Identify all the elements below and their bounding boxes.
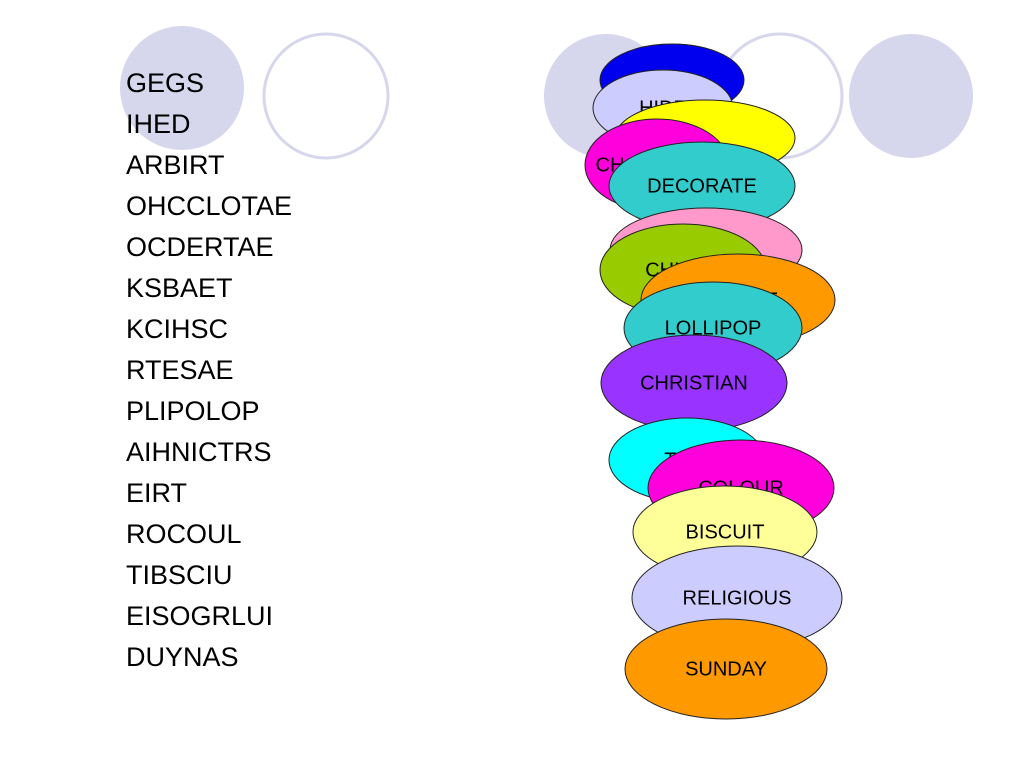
- scrambled-word: EISOGRLUI: [126, 601, 273, 631]
- oval-label: BISCUIT: [686, 521, 765, 543]
- deco-circle: [262, 32, 390, 160]
- scrambled-word: RTESAE: [126, 355, 234, 385]
- oval-label: SUNDAY: [685, 658, 767, 680]
- scrambled-word: KCIHSC: [126, 314, 228, 344]
- scrambled-word: EIRT: [126, 478, 187, 508]
- scrambled-word: TIBSCIU: [126, 560, 233, 590]
- scrambled-word: OHCCLOTAE: [126, 191, 292, 221]
- scrambled-word: GEGS: [126, 68, 204, 98]
- oval-label: LOLLIPOP: [665, 317, 762, 339]
- scrambled-word: OCDERTAE: [126, 232, 274, 262]
- deco-circle: [120, 26, 244, 150]
- deco-circle: [849, 34, 973, 158]
- scrambled-word: PLIPOLOP: [126, 396, 260, 426]
- oval-label: RELIGIOUS: [683, 587, 792, 609]
- scrambled-word: ROCOUL: [126, 519, 242, 549]
- scrambled-word: DUYNAS: [126, 642, 239, 672]
- oval-label: DECORATE: [647, 175, 757, 197]
- word-oval: [624, 618, 828, 720]
- scrambled-word: KSBAET: [126, 273, 233, 303]
- scrambled-word: AIHNICTRS: [126, 437, 272, 467]
- scrambled-word: ARBIRT: [126, 150, 225, 180]
- oval-label: CHRISTIAN: [640, 372, 748, 394]
- scrambled-word: IHED: [126, 109, 191, 139]
